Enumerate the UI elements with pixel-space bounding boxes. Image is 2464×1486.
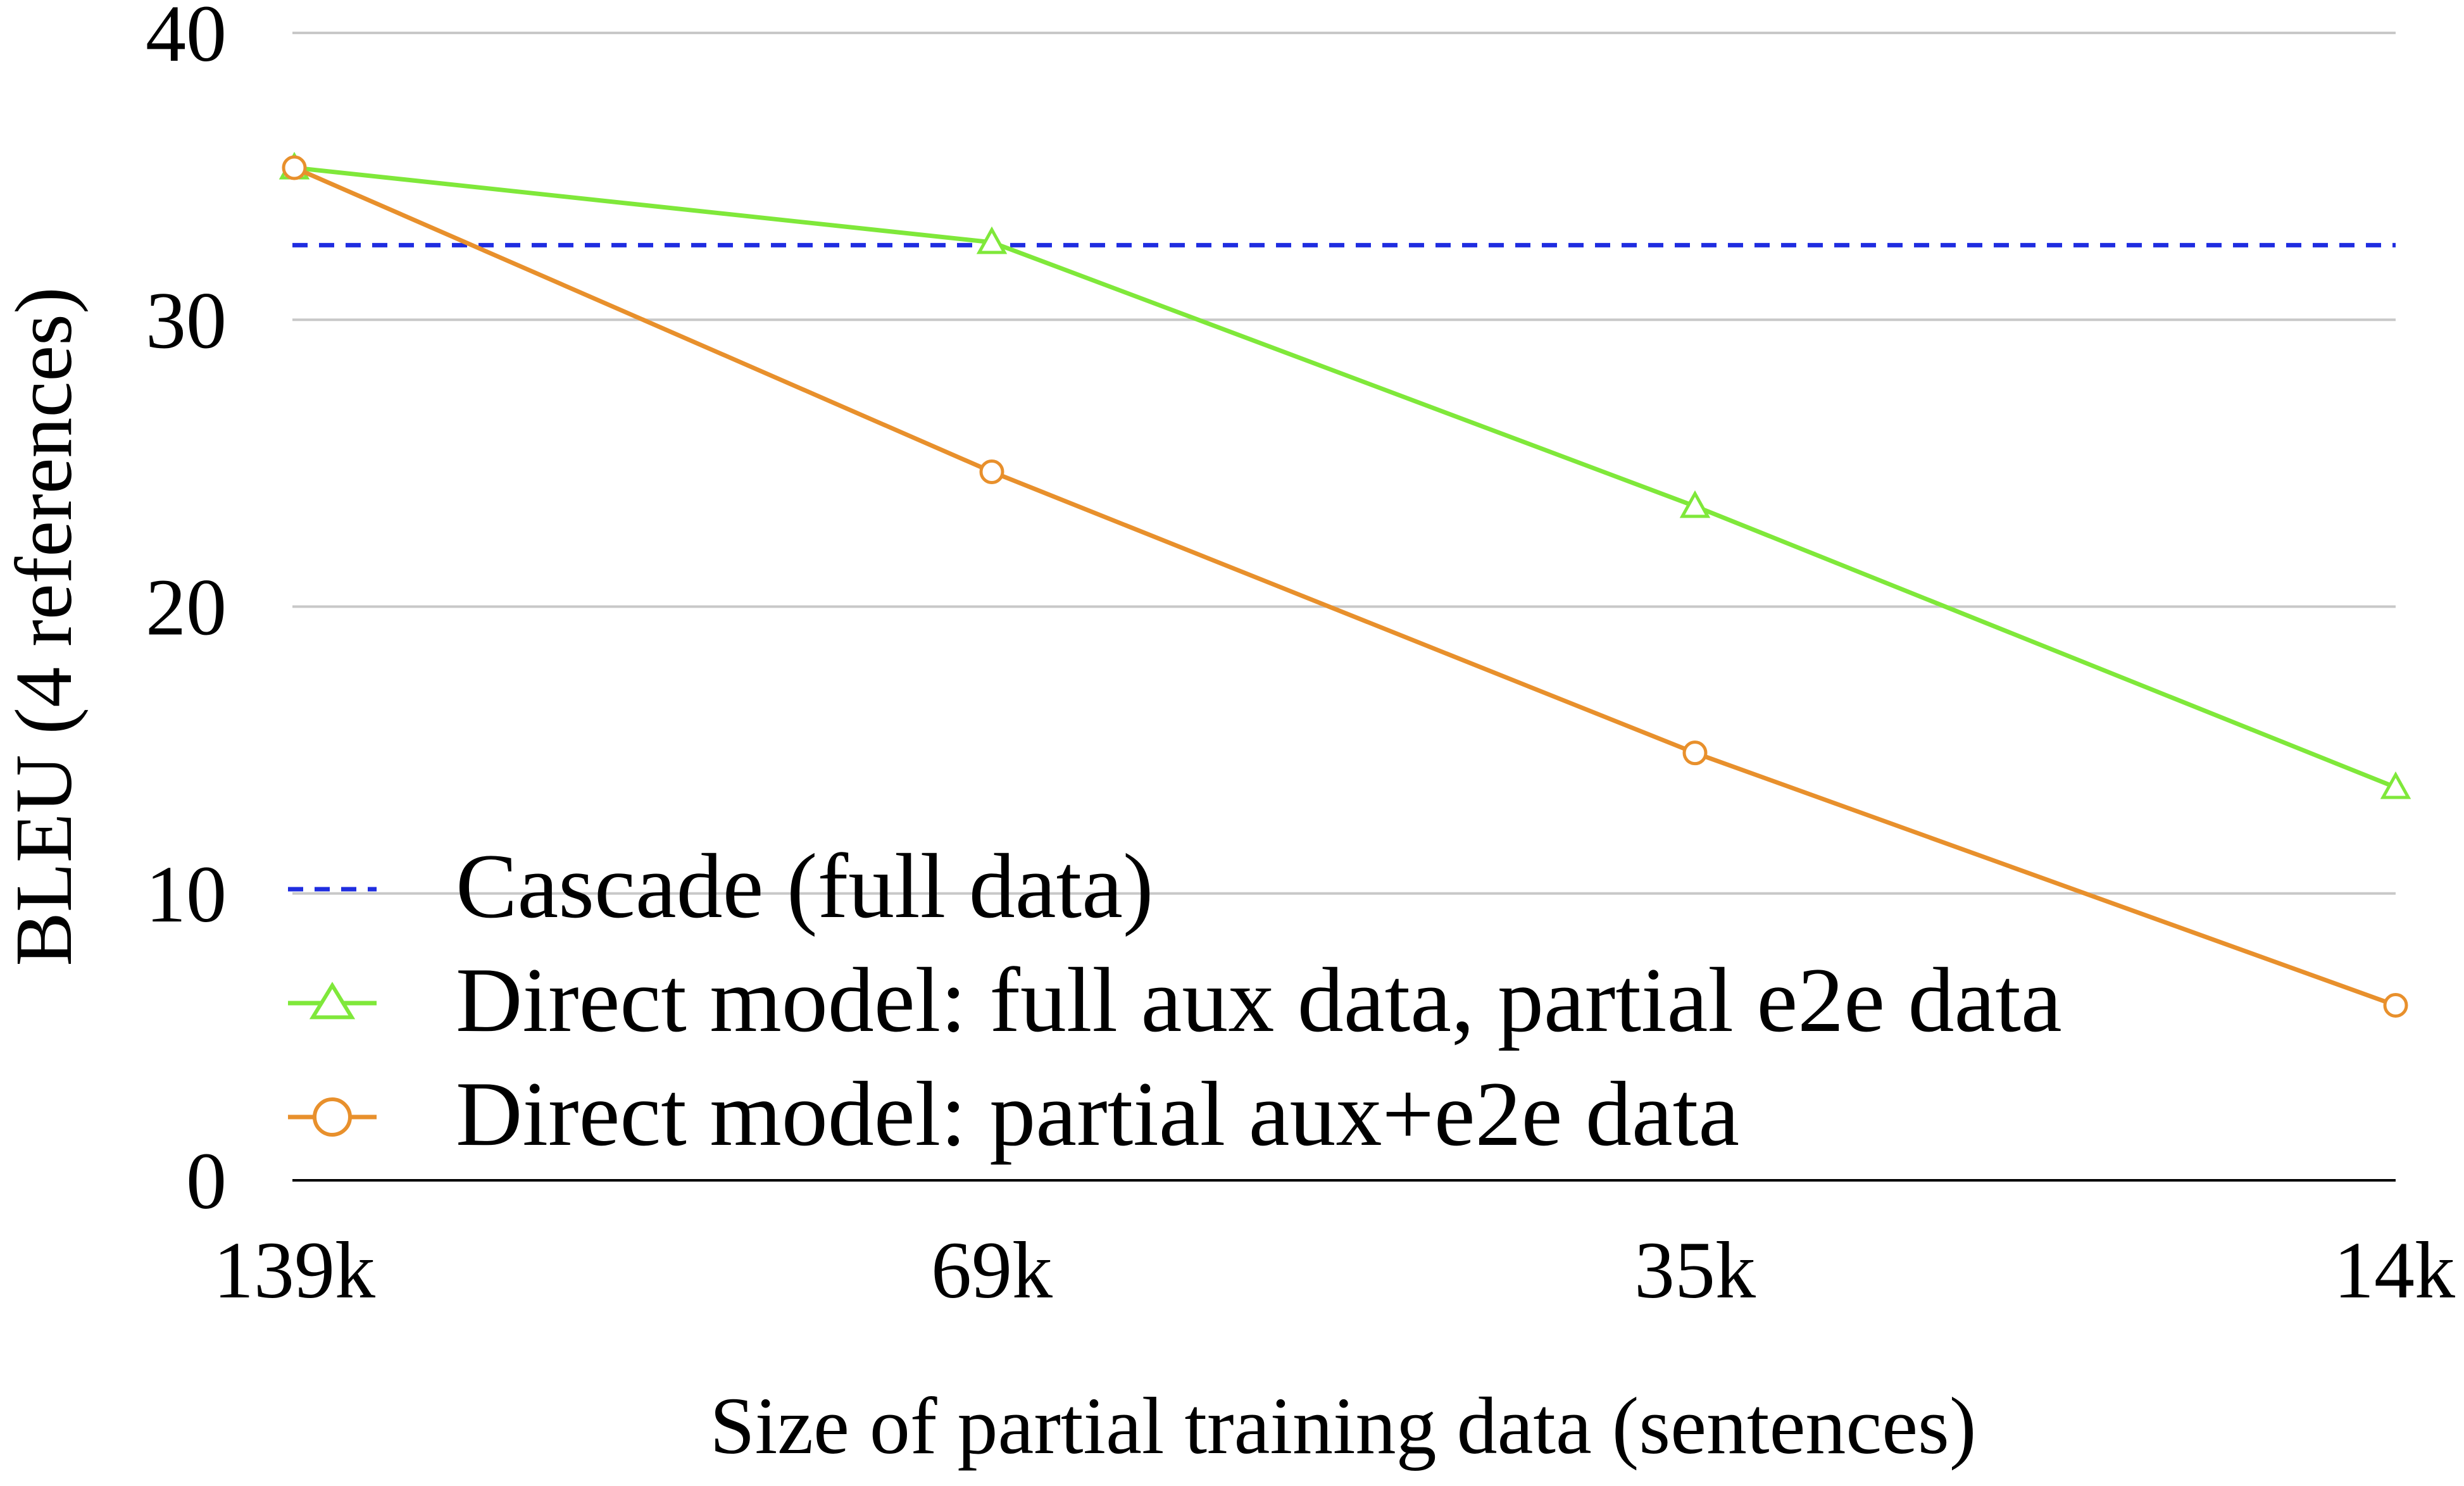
legend-label: Direct model: full aux data, partial e2e… [456,949,2062,1051]
x-axis-title: Size of partial training data (sentences… [710,1381,1977,1471]
series-layer [278,151,2411,1018]
data-point-triangle [976,226,1008,254]
y-tick-label: 10 [146,849,227,939]
y-tick-label: 0 [186,1136,227,1226]
data-point-circle [1682,740,1708,766]
x-tick-label: 69k [931,1225,1053,1315]
data-point-circle [2383,993,2408,1018]
data-point-triangle [1679,490,1711,518]
axis-layer: 0 10 20 30 40 139k 69k 35k 14k [146,0,2455,1315]
series-line-direct-partial-aux [293,165,2397,1008]
x-tick-label: 14k [2334,1225,2455,1315]
x-tick-label: 139k [213,1225,375,1315]
data-point-triangle [2380,771,2411,799]
x-tick-label: 35k [1634,1225,1756,1315]
series-line-direct-full-aux [294,165,2397,790]
y-tick-label: 30 [146,275,227,365]
legend-label: Direct model: partial aux+e2e data [456,1063,1739,1165]
legend-label: Cascade (full data) [456,835,1154,937]
data-point-circle [282,155,307,180]
y-tick-label: 40 [146,0,227,78]
legend-marker-triangle [309,982,356,1020]
y-axis-title: BLEU (4 references) [0,287,89,966]
legend-marker-circle [313,1097,352,1137]
data-point-circle [979,459,1004,484]
y-tick-label: 20 [146,563,227,652]
legend: Cascade (full data) Direct model: full au… [288,835,2062,1165]
